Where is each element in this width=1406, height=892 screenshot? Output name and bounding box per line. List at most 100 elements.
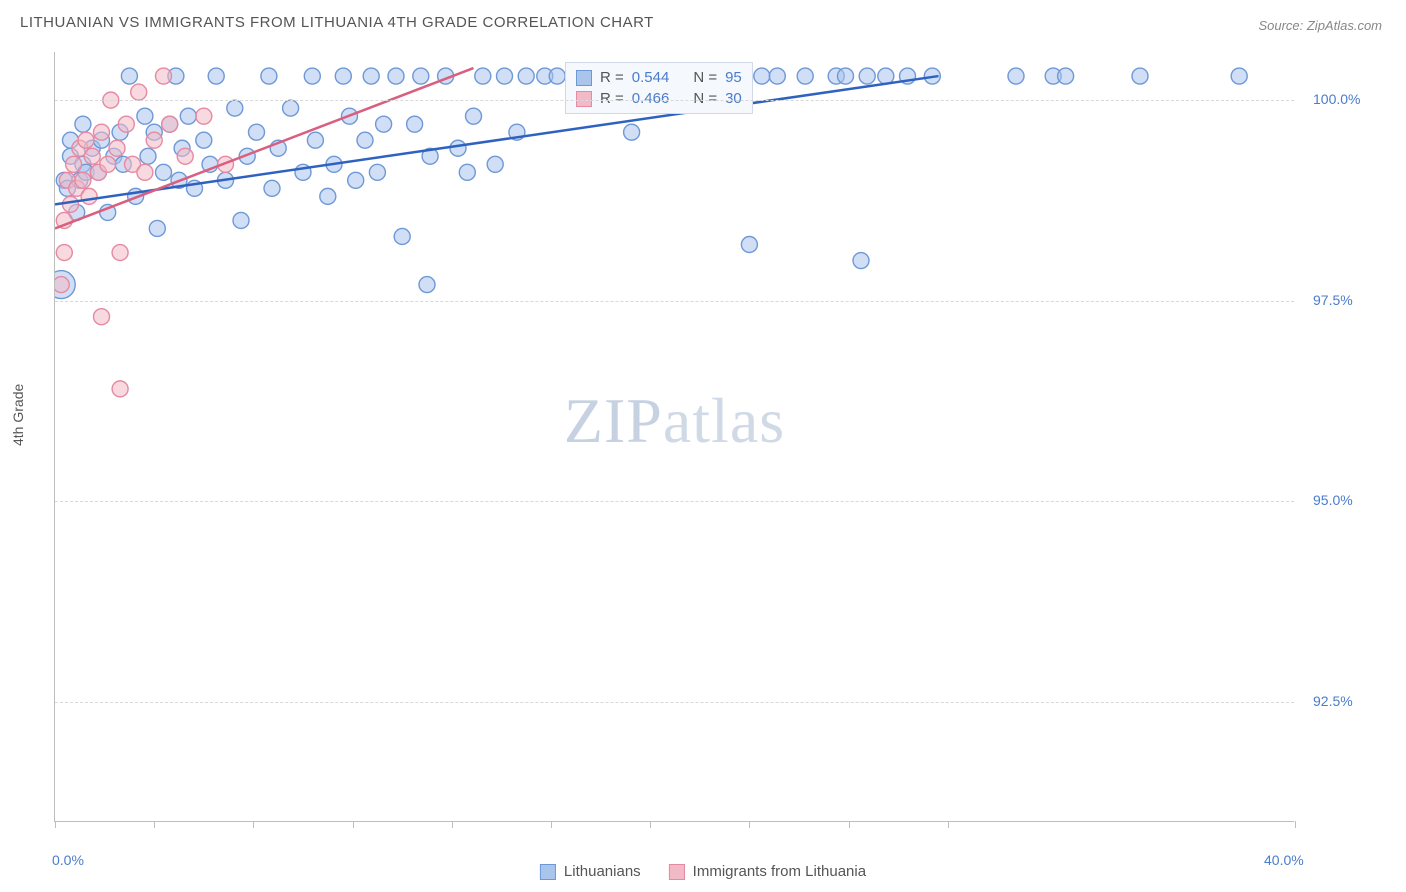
x-tick — [353, 821, 354, 828]
data-point — [1132, 68, 1148, 84]
data-point — [227, 100, 243, 116]
x-min-label: 0.0% — [52, 852, 84, 868]
x-tick — [948, 821, 949, 828]
data-point — [413, 68, 429, 84]
chart-plot-area: ZIPatlas R =0.544N =95R =0.466N =30 92.5… — [54, 52, 1294, 822]
legend-stats-row: R =0.466N =30 — [576, 88, 742, 109]
chart-title: LITHUANIAN VS IMMIGRANTS FROM LITHUANIA … — [20, 14, 654, 31]
data-point — [388, 68, 404, 84]
data-point — [853, 253, 869, 269]
legend-label: Lithuanians — [564, 863, 641, 880]
data-point — [357, 132, 373, 148]
x-tick — [154, 821, 155, 828]
data-point — [363, 68, 379, 84]
data-point — [335, 68, 351, 84]
data-point — [450, 140, 466, 156]
data-point — [769, 68, 785, 84]
data-point — [307, 132, 323, 148]
trend-line — [55, 76, 939, 204]
data-point — [475, 68, 491, 84]
data-point — [249, 124, 265, 140]
legend-series: Lithuanians Immigrants from Lithuania — [540, 863, 866, 880]
data-point — [304, 68, 320, 84]
y-tick-label: 97.5% — [1313, 292, 1383, 308]
grid-line — [55, 501, 1294, 502]
r-value: 0.466 — [632, 90, 670, 107]
data-point — [624, 124, 640, 140]
data-point — [156, 164, 172, 180]
data-point — [376, 116, 392, 132]
data-point — [156, 68, 172, 84]
legend-swatch — [540, 864, 556, 880]
data-point — [394, 228, 410, 244]
data-point — [518, 68, 534, 84]
x-tick — [849, 821, 850, 828]
data-point — [208, 68, 224, 84]
scatter-svg — [55, 52, 1295, 822]
data-point — [118, 116, 134, 132]
x-tick — [650, 821, 651, 828]
legend-stats-row: R = 0.544 N = 95 — [576, 67, 742, 88]
data-point — [497, 68, 513, 84]
data-point — [741, 237, 757, 253]
data-point — [754, 68, 770, 84]
y-tick-label: 92.5% — [1313, 693, 1383, 709]
data-point — [1058, 68, 1074, 84]
source-label: Source: ZipAtlas.com — [1258, 18, 1382, 33]
x-max-label: 40.0% — [1264, 852, 1304, 868]
data-point — [162, 116, 178, 132]
data-point — [196, 108, 212, 124]
data-point — [180, 108, 196, 124]
data-point — [859, 68, 875, 84]
x-tick — [551, 821, 552, 828]
n-label: N = — [693, 90, 717, 107]
legend-item: Lithuanians — [540, 863, 641, 880]
data-point — [261, 68, 277, 84]
data-point — [348, 172, 364, 188]
data-point — [1008, 68, 1024, 84]
legend-label: Immigrants from Lithuania — [693, 863, 866, 880]
r-label: R = — [600, 69, 624, 86]
legend-stats: R = 0.544 N = 95R = 0.466 N = 30 — [565, 62, 753, 114]
legend-item: Immigrants from Lithuania — [669, 863, 866, 880]
data-point — [78, 132, 94, 148]
data-point — [487, 156, 503, 172]
data-point — [407, 116, 423, 132]
data-point — [320, 188, 336, 204]
data-point — [137, 164, 153, 180]
data-point — [419, 277, 435, 293]
n-value: 30 — [725, 90, 742, 107]
x-tick — [55, 821, 56, 828]
legend-swatch — [576, 91, 592, 107]
x-tick — [253, 821, 254, 828]
r-value: 0.544 — [632, 69, 670, 86]
n-value: 95 — [725, 69, 742, 86]
grid-line — [55, 100, 1294, 101]
data-point — [149, 220, 165, 236]
data-point — [466, 108, 482, 124]
data-point — [459, 164, 475, 180]
y-tick-label: 95.0% — [1313, 492, 1383, 508]
data-point — [549, 68, 565, 84]
n-label: N = — [693, 69, 717, 86]
data-point — [140, 148, 156, 164]
legend-swatch — [669, 864, 685, 880]
data-point — [112, 381, 128, 397]
data-point — [55, 277, 69, 293]
data-point — [84, 148, 100, 164]
data-point — [56, 245, 72, 261]
data-point — [100, 156, 116, 172]
data-point — [81, 188, 97, 204]
data-point — [75, 172, 91, 188]
y-tick-label: 100.0% — [1313, 91, 1383, 107]
data-point — [94, 309, 110, 325]
data-point — [797, 68, 813, 84]
x-tick — [1295, 821, 1296, 828]
data-point — [264, 180, 280, 196]
data-point — [233, 212, 249, 228]
data-point — [109, 140, 125, 156]
data-point — [112, 245, 128, 261]
data-point — [94, 124, 110, 140]
data-point — [283, 100, 299, 116]
data-point — [63, 196, 79, 212]
